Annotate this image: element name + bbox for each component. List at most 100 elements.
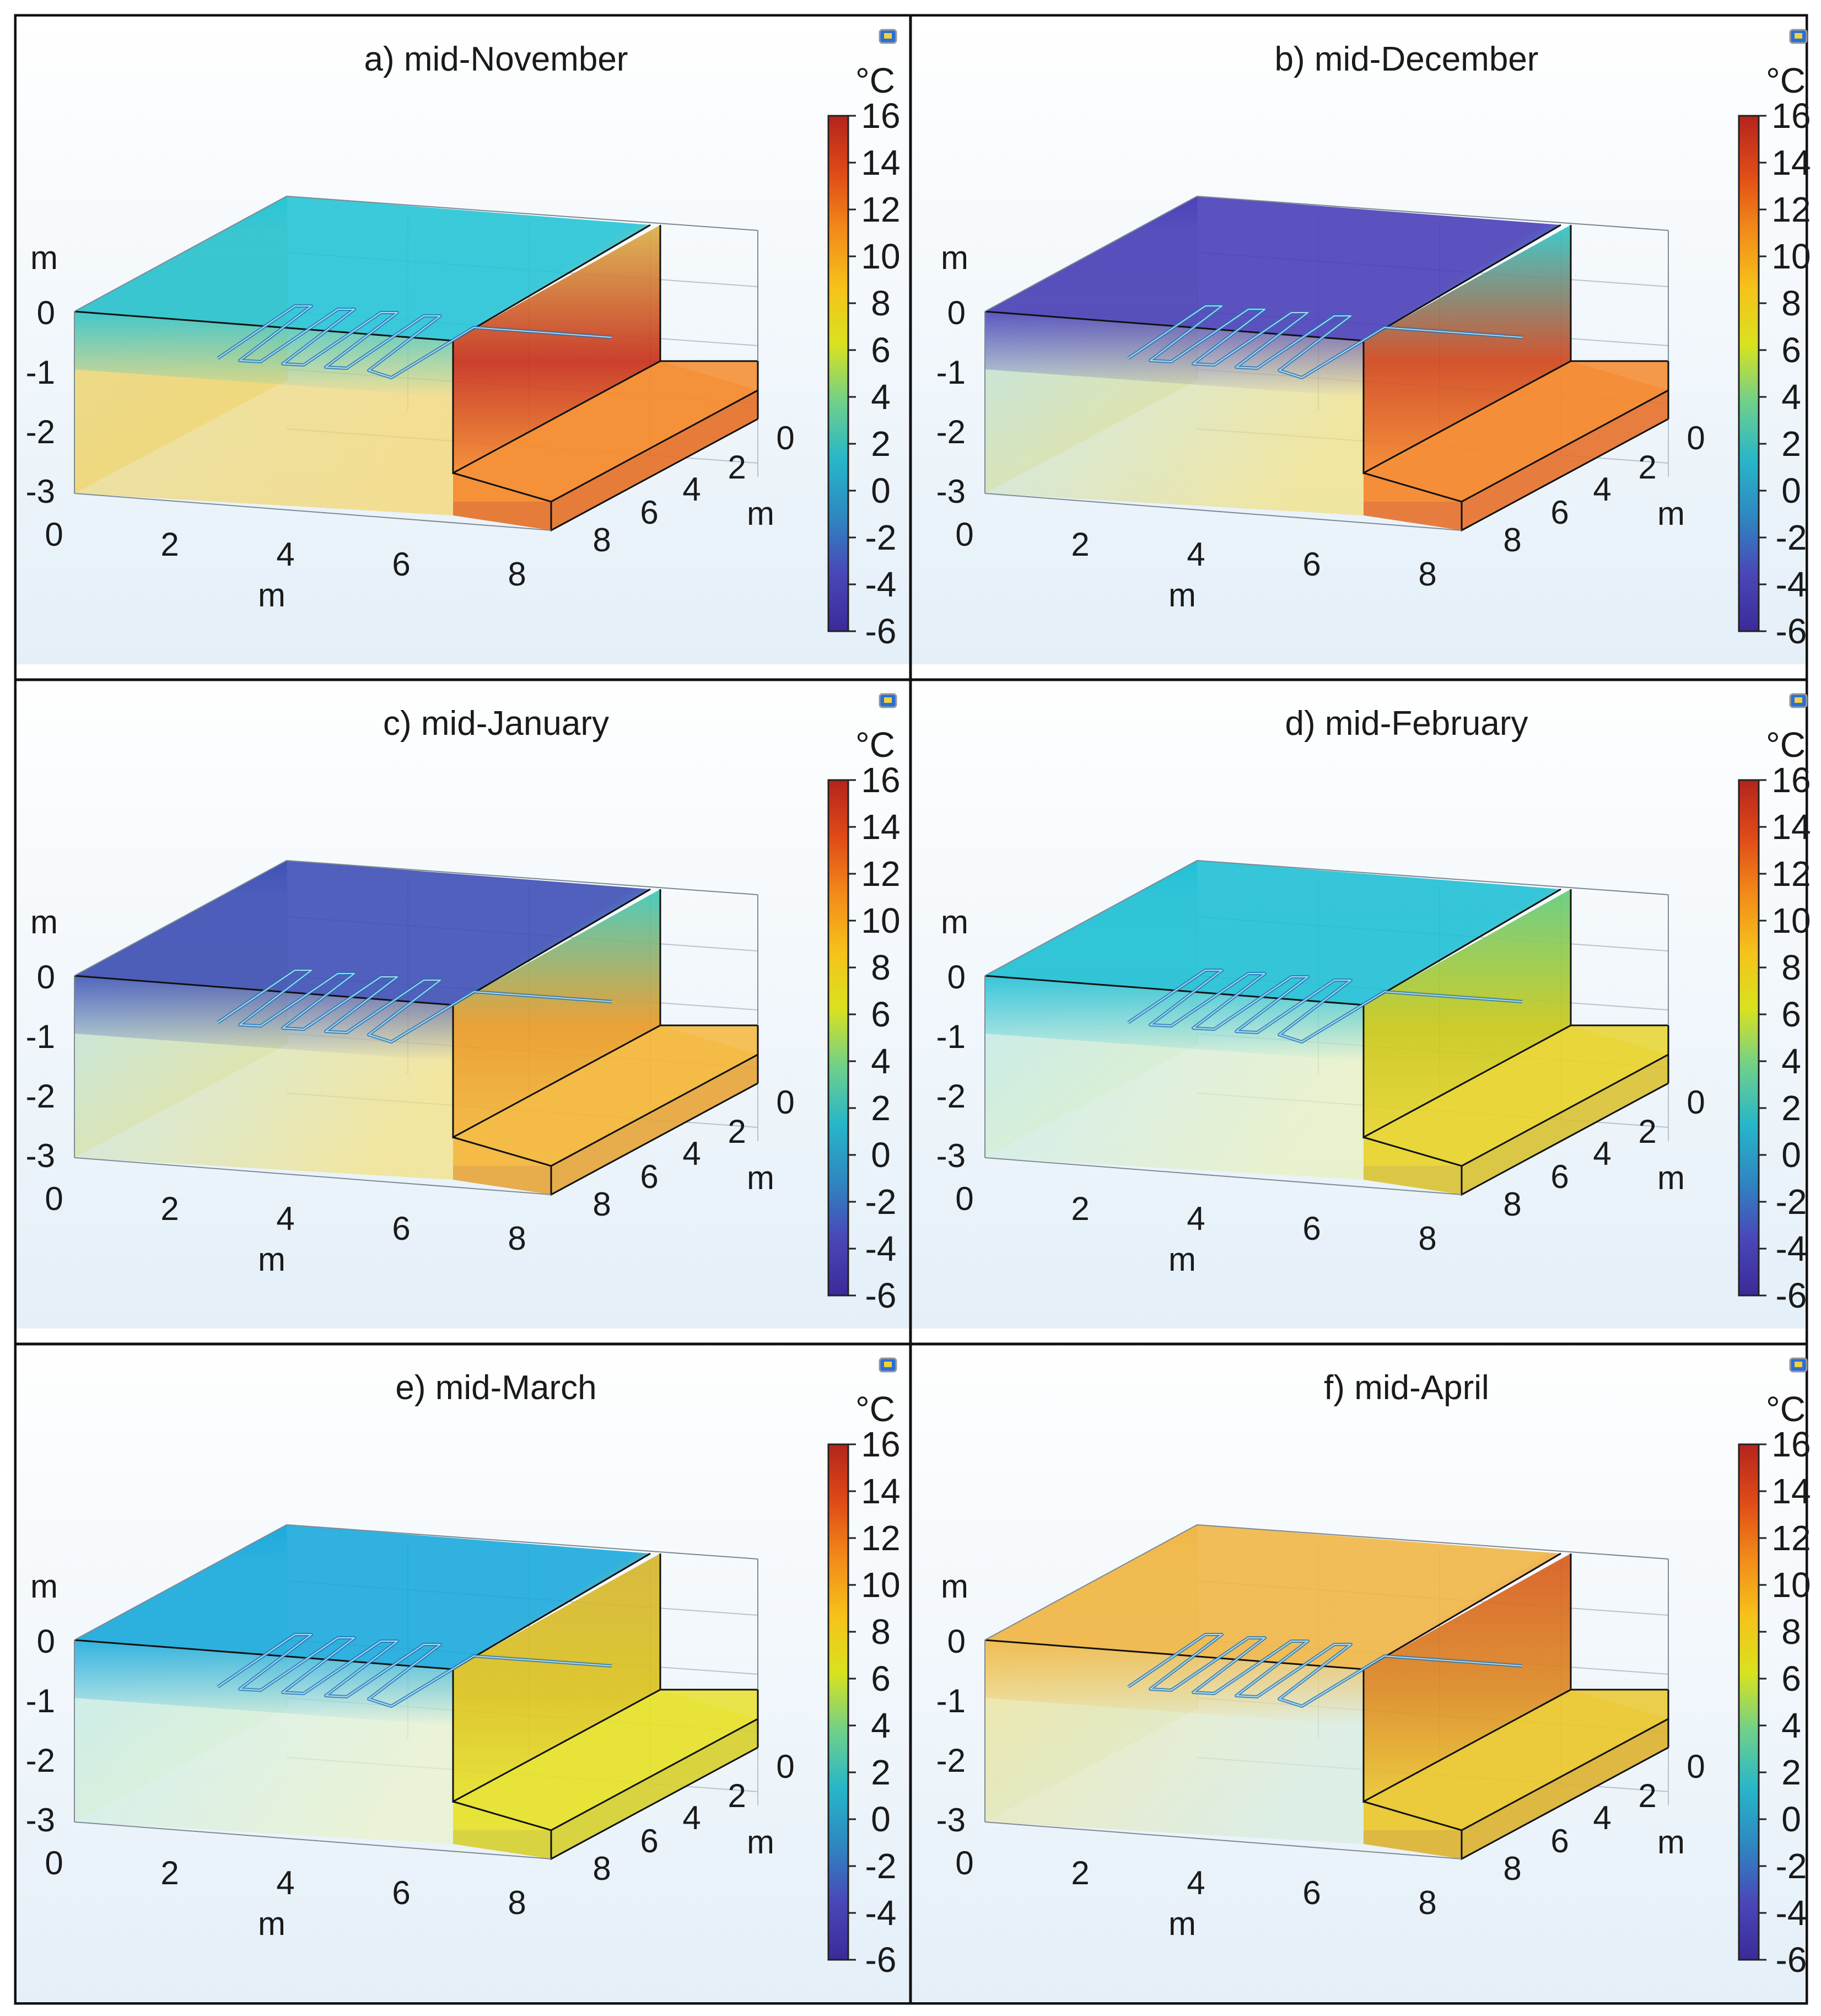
colorbar-tick: 12 <box>861 190 900 229</box>
x-axis-label: m <box>258 1241 285 1278</box>
app-icon-inner <box>1795 1362 1802 1367</box>
step-fill <box>1364 361 1668 502</box>
colorbar-tick: -2 <box>865 1846 897 1886</box>
colorbar-tick: -4 <box>865 1893 897 1933</box>
z-tick: -2 <box>26 1742 55 1779</box>
pipe-highlight <box>1128 1634 1523 1707</box>
x-tick: 0 <box>45 1180 63 1217</box>
app-icon-inner <box>1795 33 1802 39</box>
z-tick: 0 <box>947 294 966 331</box>
z-axis-label: m <box>941 1568 968 1605</box>
x-axis-label: m <box>1168 1905 1196 1942</box>
panel-title: b) mid-December <box>1275 40 1539 78</box>
y-axis-label: m <box>747 1824 774 1861</box>
colorbar-tick: -6 <box>1776 611 1807 651</box>
colorbar <box>827 779 849 1297</box>
y-tick: 8 <box>1503 522 1521 558</box>
colorbar-tick: 14 <box>1771 807 1811 847</box>
top-face <box>985 196 1561 341</box>
colorbar-tick: 10 <box>861 901 900 940</box>
y-axis-label: m <box>747 495 774 532</box>
z-tick: -1 <box>26 354 55 391</box>
step-front <box>1364 1830 1462 1859</box>
y-tick: 2 <box>1638 449 1656 486</box>
colorbar-tick: 8 <box>1781 1612 1801 1652</box>
pipe-highlight <box>1128 305 1523 378</box>
colorbar-tick: 8 <box>1781 948 1801 987</box>
x-tick: 8 <box>1418 1884 1436 1921</box>
z-tick: -1 <box>936 354 966 391</box>
app-icon-inner <box>1795 697 1802 703</box>
colorbar-tick: -4 <box>1776 565 1807 604</box>
surface-band <box>74 976 453 1061</box>
z-tick: -1 <box>26 1018 55 1055</box>
box-outline <box>984 860 1669 1195</box>
surface-band <box>985 976 1364 1061</box>
y-tick: 8 <box>1503 1850 1521 1887</box>
y-tick: 0 <box>776 1748 794 1785</box>
step-side <box>1462 1719 1668 1859</box>
x-tick: 2 <box>1071 526 1089 563</box>
y-tick: 6 <box>640 1158 658 1195</box>
y-axis-label: m <box>747 1159 774 1196</box>
z-tick: 0 <box>37 294 55 331</box>
step-fill <box>453 361 758 502</box>
colorbar-tick: 4 <box>871 1706 891 1745</box>
panel-title: f) mid-April <box>1324 1369 1489 1407</box>
colorbar-tick: 4 <box>1781 1041 1801 1081</box>
x-tick: 0 <box>955 1845 973 1881</box>
x-axis-label: m <box>258 577 285 614</box>
box-outline <box>74 1524 758 1859</box>
x-tick: 4 <box>1187 1864 1205 1901</box>
x-tick: 2 <box>1071 1190 1089 1227</box>
colorbar-tick: 2 <box>871 1088 891 1128</box>
pipe-highlight <box>217 305 612 378</box>
colorbar-tick: 6 <box>1781 994 1801 1034</box>
right-face <box>1364 889 1571 1137</box>
x-tick: 8 <box>1418 1220 1436 1257</box>
step-front <box>1364 1166 1462 1195</box>
colorbar-tick: -2 <box>1776 518 1807 557</box>
colorbar-tick: 12 <box>861 1518 900 1558</box>
y-tick: 8 <box>592 1186 611 1223</box>
z-tick: 0 <box>947 959 966 996</box>
x-tick: 6 <box>392 546 410 583</box>
y-tick: 2 <box>728 1113 746 1150</box>
z-axis-label: m <box>30 904 58 940</box>
right-face <box>1364 1553 1571 1802</box>
y-tick: 0 <box>1687 1084 1705 1121</box>
y-tick: 4 <box>1593 471 1611 508</box>
x-tick: 6 <box>392 1210 410 1247</box>
colorbar-tick: 8 <box>871 283 891 323</box>
colorbar-tick: -2 <box>865 1182 897 1222</box>
top-face <box>74 861 650 1005</box>
y-tick: 6 <box>640 1823 658 1859</box>
box-outline <box>984 196 1669 531</box>
y-tick: 4 <box>682 1135 701 1172</box>
colorbar <box>827 1443 849 1961</box>
step-side <box>1462 390 1668 530</box>
x-tick: 2 <box>160 526 179 563</box>
x-tick: 8 <box>508 556 526 593</box>
colorbar-tick: 16 <box>1771 760 1811 800</box>
y-tick: 8 <box>592 522 611 558</box>
right-face <box>453 1553 660 1802</box>
y-tick: 6 <box>1550 1823 1569 1859</box>
z-tick: -1 <box>26 1682 55 1719</box>
z-tick: 0 <box>947 1623 966 1660</box>
colorbar-tick: 0 <box>871 1799 891 1839</box>
colorbar-tick: 6 <box>871 994 891 1034</box>
colorbar-tick: 8 <box>871 948 891 987</box>
z-tick: -2 <box>936 413 966 450</box>
colorbar-tick: 16 <box>861 96 900 136</box>
colorbar-unit: °C <box>1766 61 1806 100</box>
colorbar-tick: 12 <box>1771 1518 1811 1558</box>
z-tick: 0 <box>37 1623 55 1660</box>
colorbar-tick: -6 <box>865 1940 897 1980</box>
x-tick: 6 <box>392 1874 410 1911</box>
x-tick: 4 <box>276 536 294 573</box>
y-tick: 2 <box>1638 1777 1656 1814</box>
colorbar-unit: °C <box>855 1389 895 1429</box>
